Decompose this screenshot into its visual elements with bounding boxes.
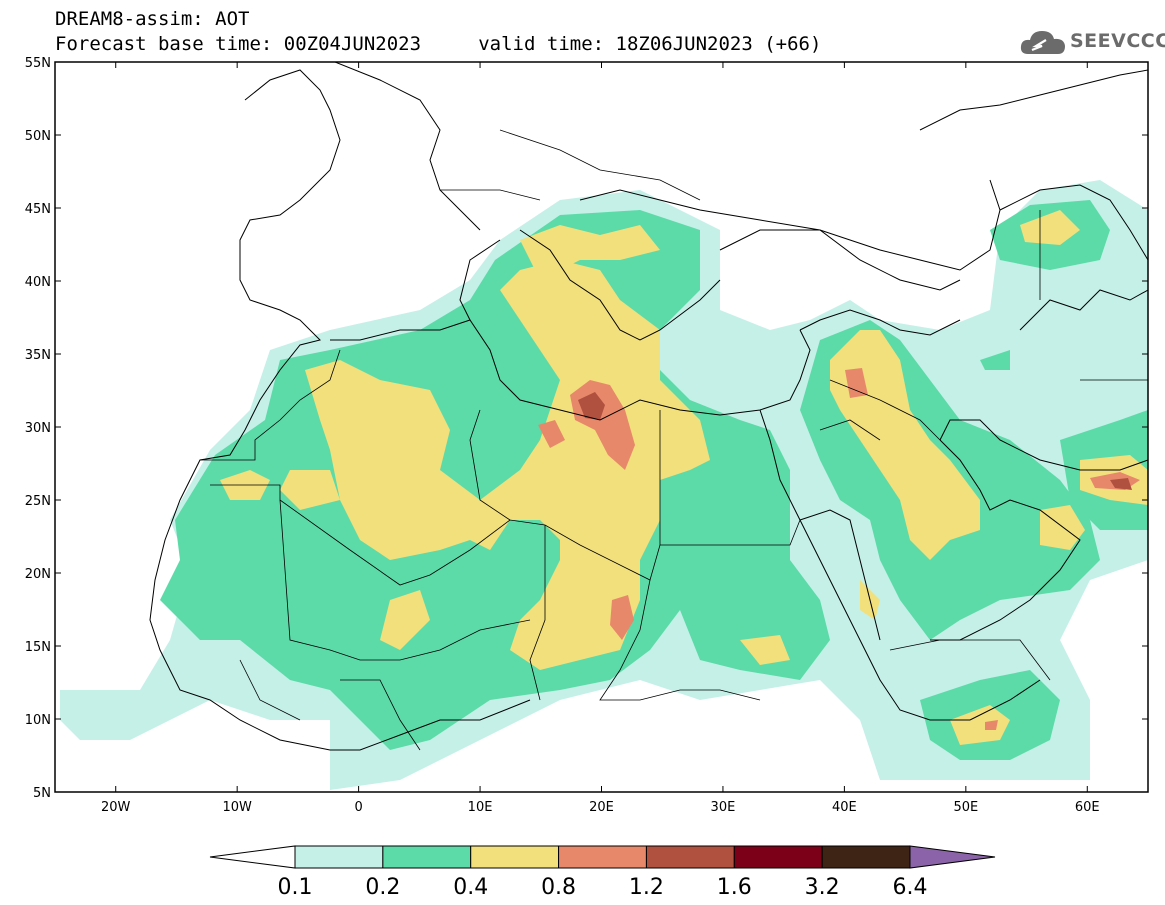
coastlines: [149, 62, 1148, 751]
lat-tick-label: 30N: [25, 421, 51, 436]
colorbar-level-label: 0.2: [365, 875, 400, 900]
colorbar-boxes: [209, 845, 996, 869]
aot-band-1.2: [578, 392, 1132, 490]
lon-tick-label: 40E: [832, 800, 857, 815]
colorbar-level-label: 3.2: [805, 875, 840, 900]
colorbar-box: [821, 845, 911, 869]
colorbar-labels: 0.1 0.2 0.4 0.8 1.2 1.6 3.2 6.4: [278, 875, 928, 900]
lon-tick-label: 10W: [222, 800, 252, 815]
logo-text: SEEVCCC: [1070, 30, 1165, 52]
lon-tick-label: 20W: [101, 800, 131, 815]
colorbar-box: [558, 845, 647, 869]
lon-tick-label: 10E: [468, 800, 493, 815]
lat-tick-label: 5N: [33, 786, 51, 801]
colorbar-level-label: 1.2: [629, 875, 664, 900]
seevccc-logo: SEEVCCC: [1018, 24, 1165, 60]
lon-tick-label: 0: [354, 800, 362, 815]
map-title: DREAM8-assim: AOT: [55, 8, 250, 30]
forecast-time-line: Forecast base time: 00Z04JUN2023 valid t…: [55, 33, 822, 55]
lat-tick-label: 35N: [25, 348, 51, 363]
lon-tick-label: 20E: [589, 800, 614, 815]
aot-band-0.4: [220, 210, 1148, 745]
lat-tick-label: 15N: [25, 640, 51, 655]
colorbar-level-label: 1.6: [717, 875, 752, 900]
colorbar-level-label: 0.8: [541, 875, 576, 900]
colorbar-level-label: 0.4: [453, 875, 488, 900]
lat-tick-label: 50N: [25, 129, 51, 144]
lat-tick-label: 10N: [25, 713, 51, 728]
colorbar-box: [645, 845, 735, 869]
colorbar-box: [470, 845, 560, 869]
colorbar-box: [294, 845, 384, 869]
lat-tick-label: 45N: [25, 202, 51, 217]
cloud-icon: [1020, 31, 1065, 54]
lat-tick-label: 40N: [25, 275, 51, 290]
country-borders: [200, 129, 1148, 751]
lon-tick-label: 60E: [1075, 800, 1100, 815]
colorbar-box: [382, 845, 472, 869]
colorbar-box: [733, 845, 823, 869]
colorbar-over-arrow: [909, 845, 996, 869]
lat-tick-label: 55N: [25, 56, 51, 71]
colorbar-under-arrow: [209, 845, 296, 869]
lon-tick-label: 30E: [711, 800, 736, 815]
colorbar-level-label: 0.1: [278, 875, 313, 900]
longitude-axis: 20W 10W 0 10E 20E 30E 40E 50E 60E: [101, 62, 1100, 815]
lat-tick-label: 20N: [25, 567, 51, 582]
lat-tick-label: 25N: [25, 494, 51, 509]
latitude-axis: 55N 50N 45N 40N 35N 30N 25N 20N 15N 10N 5N: [25, 56, 1148, 801]
lon-tick-label: 50E: [953, 800, 978, 815]
aot-contours: [60, 180, 1148, 790]
colorbar-level-label: 6.4: [893, 875, 928, 900]
